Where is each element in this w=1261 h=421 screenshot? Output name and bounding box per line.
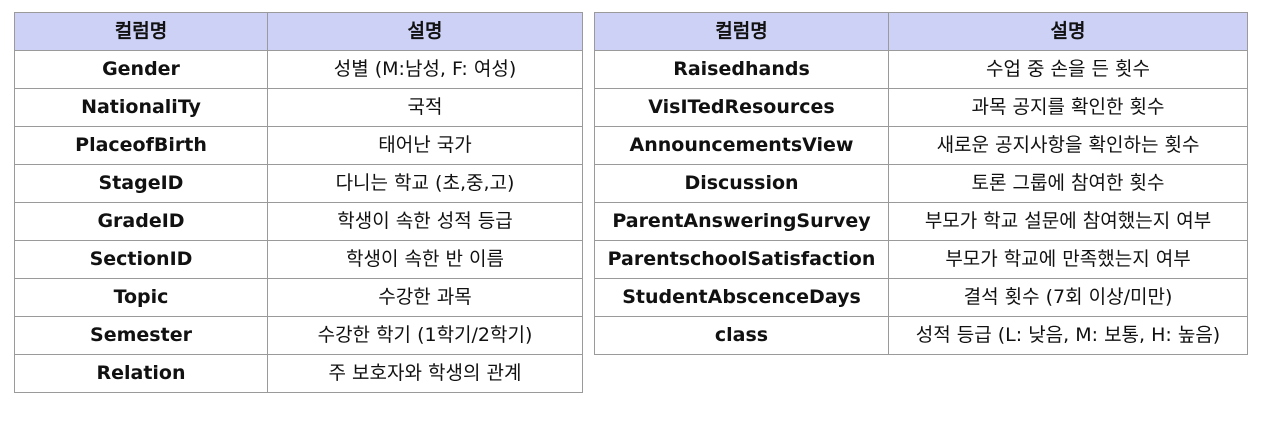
table-row: Topic 수강한 과목: [14, 278, 583, 317]
column-name-cell: Topic: [14, 278, 268, 317]
table-row: VisITedResources 과목 공지를 확인한 횟수: [594, 88, 1248, 127]
description-cell: 부모가 학교에 만족했는지 여부: [888, 240, 1248, 279]
column-name-cell: StageID: [14, 164, 268, 203]
table-row: PlaceofBirth 태어난 국가: [14, 126, 583, 165]
description-cell: 학생이 속한 성적 등급: [267, 202, 583, 241]
column-name-cell: Discussion: [594, 164, 889, 203]
column-name-cell: ParentschoolSatisfaction: [594, 240, 889, 279]
table-row: Raisedhands 수업 중 손을 든 횟수: [594, 50, 1248, 89]
column-name-cell: StudentAbscenceDays: [594, 278, 889, 317]
description-cell: 수업 중 손을 든 횟수: [888, 50, 1248, 89]
column-name-cell: Gender: [14, 50, 268, 89]
table-row: StageID 다니는 학교 (초,중,고): [14, 164, 583, 203]
header-column-name: 컬럼명: [14, 12, 268, 51]
column-name-cell: AnnouncementsView: [594, 126, 889, 165]
description-cell: 결석 횟수 (7회 이상/미만): [888, 278, 1248, 317]
description-cell: 태어난 국가: [267, 126, 583, 165]
column-name-cell: Relation: [14, 354, 268, 393]
header-description: 설명: [888, 12, 1248, 51]
table-row: ParentschoolSatisfaction 부모가 학교에 만족했는지 여부: [594, 240, 1248, 279]
table-row: ParentAnsweringSurvey 부모가 학교 설문에 참여했는지 여부: [594, 202, 1248, 241]
description-cell: 학생이 속한 반 이름: [267, 240, 583, 279]
table-row: Semester 수강한 학기 (1학기/2학기): [14, 316, 583, 355]
column-name-cell: ParentAnsweringSurvey: [594, 202, 889, 241]
table-row: Gender 성별 (M:남성, F: 여성): [14, 50, 583, 89]
table-row: class 성적 등급 (L: 낮음, M: 보통, H: 높음): [594, 316, 1248, 355]
table-header-row: 컬럼명 설명: [594, 12, 1248, 51]
description-cell: 다니는 학교 (초,중,고): [267, 164, 583, 203]
description-cell: 새로운 공지사항을 확인하는 횟수: [888, 126, 1248, 165]
table-header-row: 컬럼명 설명: [14, 12, 583, 51]
description-cell: 수강한 학기 (1학기/2학기): [267, 316, 583, 355]
table-row: Discussion 토론 그룹에 참여한 횟수: [594, 164, 1248, 203]
description-cell: 토론 그룹에 참여한 횟수: [888, 164, 1248, 203]
description-cell: 성적 등급 (L: 낮음, M: 보통, H: 높음): [888, 316, 1248, 355]
description-cell: 수강한 과목: [267, 278, 583, 317]
column-description-table-right: 컬럼명 설명 Raisedhands 수업 중 손을 든 횟수 VisITedRe…: [594, 12, 1248, 355]
column-name-cell: class: [594, 316, 889, 355]
table-row: AnnouncementsView 새로운 공지사항을 확인하는 횟수: [594, 126, 1248, 165]
header-description: 설명: [267, 12, 583, 51]
table-row: NationaliTy 국적: [14, 88, 583, 127]
column-name-cell: PlaceofBirth: [14, 126, 268, 165]
table-row: Relation 주 보호자와 학생의 관계: [14, 354, 583, 393]
description-cell: 부모가 학교 설문에 참여했는지 여부: [888, 202, 1248, 241]
description-cell: 성별 (M:남성, F: 여성): [267, 50, 583, 89]
description-cell: 국적: [267, 88, 583, 127]
column-description-table-left: 컬럼명 설명 Gender 성별 (M:남성, F: 여성) NationaliT…: [14, 12, 583, 393]
column-name-cell: NationaliTy: [14, 88, 268, 127]
header-column-name: 컬럼명: [594, 12, 889, 51]
column-name-cell: Raisedhands: [594, 50, 889, 89]
description-cell: 주 보호자와 학생의 관계: [267, 354, 583, 393]
column-name-cell: Semester: [14, 316, 268, 355]
column-name-cell: VisITedResources: [594, 88, 889, 127]
column-name-cell: GradeID: [14, 202, 268, 241]
table-row: GradeID 학생이 속한 성적 등급: [14, 202, 583, 241]
table-row: SectionID 학생이 속한 반 이름: [14, 240, 583, 279]
description-cell: 과목 공지를 확인한 횟수: [888, 88, 1248, 127]
table-row: StudentAbscenceDays 결석 횟수 (7회 이상/미만): [594, 278, 1248, 317]
column-name-cell: SectionID: [14, 240, 268, 279]
